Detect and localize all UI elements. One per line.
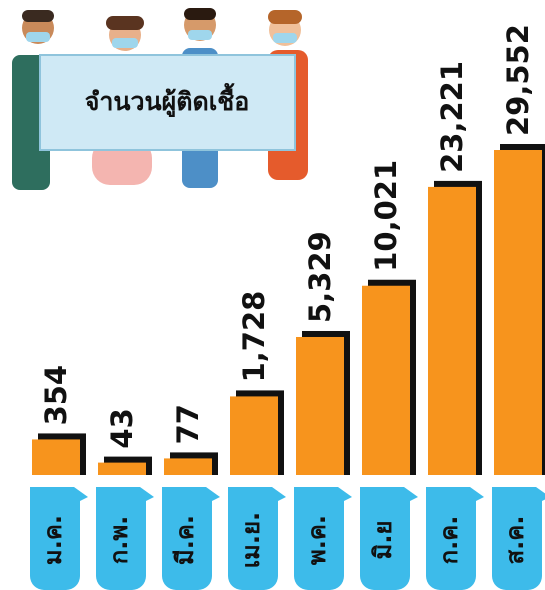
- people-illustration: [12, 8, 308, 190]
- month-tab: [492, 487, 545, 590]
- month-tab: [426, 487, 484, 590]
- bar: [428, 186, 476, 475]
- chart-title: จำนวนผู้ติดเชื้อ: [85, 82, 250, 118]
- x-tick-label: ม.ค.: [39, 515, 67, 565]
- x-tick-label: พ.ค.: [303, 515, 331, 565]
- bar: [296, 336, 344, 475]
- x-tick-label: มี.ค.: [171, 515, 199, 565]
- value-label: 1,728: [237, 291, 271, 383]
- bar: [98, 462, 146, 475]
- value-label: 23,221: [435, 61, 469, 173]
- month-tab: [294, 487, 352, 590]
- x-tick-label: เม.ย.: [237, 512, 265, 568]
- value-label: 354: [39, 365, 73, 426]
- value-label: 10,021: [369, 160, 403, 272]
- x-tick-label: ก.พ.: [105, 516, 133, 565]
- value-label: 5,329: [303, 231, 337, 323]
- month-tab: [162, 487, 220, 590]
- value-label: 77: [171, 404, 205, 444]
- value-label: 29,552: [501, 24, 535, 136]
- x-tick-label: ส.ค.: [501, 516, 529, 565]
- bar: [230, 396, 278, 475]
- month-tab: [96, 487, 154, 590]
- x-tick-label: มิ.ย: [369, 521, 397, 560]
- month-tab: [360, 487, 418, 590]
- bar: [494, 150, 542, 475]
- month-tab: [228, 487, 286, 590]
- value-label: 43: [105, 408, 139, 448]
- bar: [362, 285, 410, 475]
- month-tab: [30, 487, 88, 590]
- x-tick-label: ก.ค.: [435, 516, 463, 565]
- bar: [164, 458, 212, 475]
- bar: [32, 439, 80, 475]
